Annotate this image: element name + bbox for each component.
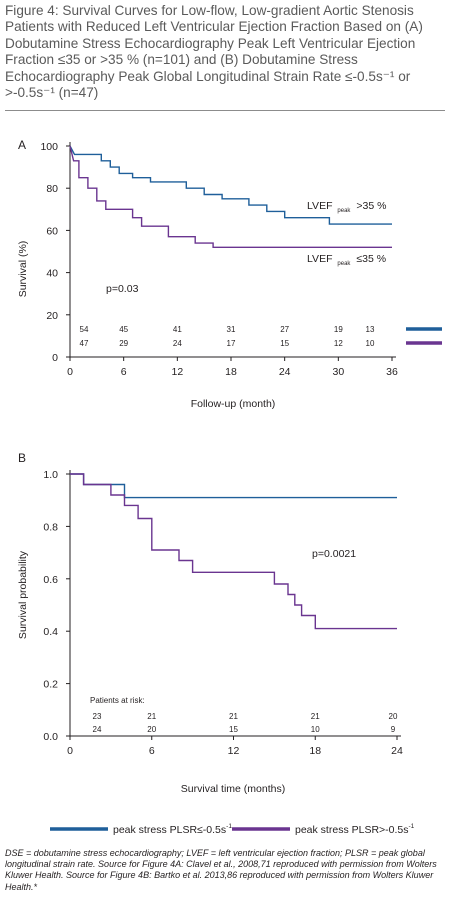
x-tick-label: 24 xyxy=(391,745,403,757)
x-axis-label-a: Follow-up (month) xyxy=(191,398,276,410)
at-risk-count: 41 xyxy=(173,325,182,334)
y-tick-label: 0.6 xyxy=(43,574,58,586)
figure-title: Figure 4: Survival Curves for Low-flow, … xyxy=(5,3,423,101)
panel-label-a: A xyxy=(18,138,26,152)
y-axis-label-b: Survival probability xyxy=(17,550,29,639)
x-tick-label: 24 xyxy=(279,366,291,378)
series-label-a-low-main: LVEF xyxy=(307,253,332,265)
at-risk-count: 24 xyxy=(93,725,102,734)
y-tick-label: 0.2 xyxy=(43,679,58,691)
p-value-b: p=0.0021 xyxy=(312,548,356,560)
x-tick-label: 6 xyxy=(149,745,155,757)
legend-label-high-plsr-sup: -1 xyxy=(409,823,415,830)
x-tick-label: 30 xyxy=(332,366,344,378)
at-risk-count: 24 xyxy=(173,339,182,348)
at-risk-count: 20 xyxy=(389,712,398,721)
at-risk-count: 17 xyxy=(227,339,236,348)
at-risk-count: 15 xyxy=(229,725,238,734)
x-tick-label: 18 xyxy=(309,745,321,757)
at-risk-count: 13 xyxy=(366,325,375,334)
at-risk-count: 21 xyxy=(229,712,238,721)
legend-label-low-plsr: peak stress PLSR≤-0.5s-1 xyxy=(113,823,232,836)
at-risk-table-b: 23 21 21 21 20 24 20 15 10 9 xyxy=(93,712,398,734)
figure-footnote: DSE = dobutamine stress echocardiography… xyxy=(5,848,437,892)
x-tick-label: 0 xyxy=(67,366,73,378)
series-line-0 xyxy=(70,473,397,499)
panel-label-b: B xyxy=(18,451,26,465)
at-risk-count: 10 xyxy=(311,725,320,734)
y-tick-label: 20 xyxy=(46,310,58,322)
at-risk-count: 27 xyxy=(280,325,289,334)
series-label-a-high-main: LVEF xyxy=(307,200,332,212)
x-tick-label: 12 xyxy=(171,366,183,378)
at-risk-count: 21 xyxy=(147,712,156,721)
y-tick-label: 100 xyxy=(40,141,58,153)
y-tick-labels-b: 0.0 0.2 0.4 0.6 0.8 1.0 xyxy=(43,469,58,743)
x-tick-label: 0 xyxy=(67,745,73,757)
series-line-1 xyxy=(69,145,392,249)
series-lines-b xyxy=(70,473,397,630)
at-risk-title-b: Patients at risk: xyxy=(90,696,145,705)
at-risk-count: 15 xyxy=(280,339,289,348)
y-tick-label: 0.4 xyxy=(43,626,58,638)
series-lines-a xyxy=(69,145,392,249)
legend-label-high-plsr: peak stress PLSR>-0.5s-1 xyxy=(295,823,415,836)
x-tick-label: 36 xyxy=(386,366,398,378)
at-risk-count: 23 xyxy=(93,712,102,721)
legend-b: peak stress PLSR≤-0.5s-1 peak stress PLS… xyxy=(50,823,415,836)
at-risk-count: 12 xyxy=(334,339,343,348)
series-line-1 xyxy=(70,473,397,630)
series-label-a-low: LVEF peak ≤35 % xyxy=(307,253,386,268)
title-divider xyxy=(5,110,445,111)
at-risk-count: 9 xyxy=(391,725,396,734)
at-risk-table-a: 54 45 41 31 27 19 13 47 29 24 17 15 12 10 xyxy=(80,325,442,348)
at-risk-count: 20 xyxy=(147,725,156,734)
at-risk-count: 31 xyxy=(227,325,236,334)
axes-b xyxy=(66,470,401,740)
p-value-a: p=0.03 xyxy=(106,283,139,295)
y-tick-label: 0.0 xyxy=(43,731,58,743)
y-tick-label: 1.0 xyxy=(43,469,58,481)
legend-label-high-plsr-text: peak stress PLSR>-0.5s xyxy=(295,824,409,836)
x-tick-label: 18 xyxy=(225,366,237,378)
series-line-0 xyxy=(69,145,392,225)
series-label-a-high: LVEF peak >35 % xyxy=(307,200,386,215)
y-tick-label: 0.8 xyxy=(43,521,58,533)
y-axis-label-a: Survival (%) xyxy=(17,241,29,298)
at-risk-count: 10 xyxy=(366,339,375,348)
legend-label-low-plsr-text: peak stress PLSR≤-0.5s xyxy=(113,824,226,836)
at-risk-count: 54 xyxy=(80,325,89,334)
x-tick-labels-a: 0 6 12 18 24 30 36 xyxy=(67,366,398,378)
at-risk-count: 29 xyxy=(119,339,128,348)
y-tick-label: 40 xyxy=(46,268,58,280)
x-axis-label-b: Survival time (months) xyxy=(181,783,285,795)
series-label-a-high-tail: >35 % xyxy=(356,200,386,212)
y-tick-label: 0 xyxy=(52,352,58,364)
at-risk-count: 47 xyxy=(80,339,89,348)
at-risk-count: 21 xyxy=(311,712,320,721)
y-tick-labels-a: 0 20 40 60 80 100 xyxy=(40,141,58,364)
x-tick-label: 12 xyxy=(228,745,240,757)
series-label-a-high-sub: peak xyxy=(337,208,351,214)
x-tick-labels-b: 0 6 12 18 24 xyxy=(67,745,403,757)
legend-label-low-plsr-sup: -1 xyxy=(226,823,232,830)
series-label-a-low-sub: peak xyxy=(337,261,351,267)
chart-a-survival-lvef: A 0 20 40 60 80 100 0 6 12 18 24 30 36 54 45 41 31 27 19… xyxy=(17,138,442,410)
x-tick-label: 6 xyxy=(121,366,127,378)
at-risk-count: 45 xyxy=(119,325,128,334)
y-tick-label: 60 xyxy=(46,225,58,237)
chart-b-survival-plsr: B 0.0 0.2 0.4 0.6 0.8 1.0 0 6 12 18 24 23 21 21 21 20… xyxy=(17,451,403,795)
axes-a xyxy=(66,142,396,361)
y-tick-label: 80 xyxy=(46,183,58,195)
series-label-a-low-tail: ≤35 % xyxy=(356,253,386,265)
at-risk-count: 19 xyxy=(334,325,343,334)
